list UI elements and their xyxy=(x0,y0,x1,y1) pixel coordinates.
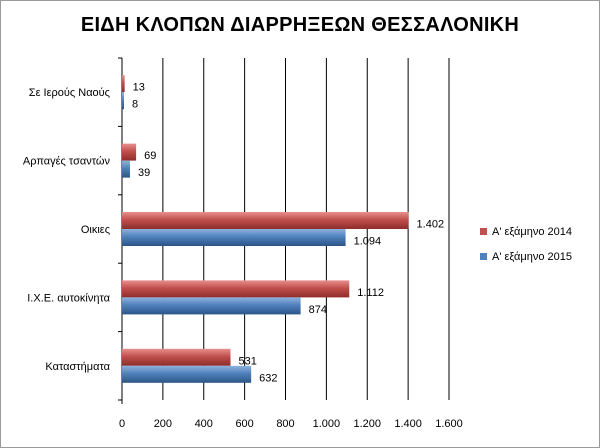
category-label: Αρπαγές τσαντών xyxy=(23,156,111,168)
data-label: 531 xyxy=(239,355,257,367)
bar xyxy=(122,297,301,315)
legend-swatch xyxy=(480,253,487,260)
bar xyxy=(122,92,124,110)
chart-title: ΕΙΔΗ ΚΛΟΠΩΝ ΔΙΑΡΡΗΞΕΩΝ ΘΕΣΣΑΛΟΝΙΚΗ xyxy=(80,14,520,36)
x-tick-label: 800 xyxy=(276,418,294,430)
category-label: Οικιες xyxy=(81,224,110,236)
x-tick-label: 400 xyxy=(195,418,213,430)
x-tick-label: 1.600 xyxy=(435,418,463,430)
x-tick-label: 1.200 xyxy=(353,418,381,430)
x-tick-label: 600 xyxy=(235,418,253,430)
data-label: 1.112 xyxy=(357,287,384,299)
data-label: 69 xyxy=(144,150,156,162)
category-label: Σε Ιερούς Ναούς xyxy=(29,87,110,99)
x-tick-label: 0 xyxy=(119,418,125,430)
bar xyxy=(122,348,231,366)
legend-label: Α' εξάμηνο 2014 xyxy=(492,226,572,238)
bar xyxy=(122,212,409,229)
data-label: 632 xyxy=(259,372,277,384)
legend-label: Α' εξάμηνο 2015 xyxy=(492,251,572,263)
data-label: 1.402 xyxy=(417,219,445,231)
x-tick-label: 200 xyxy=(154,418,172,430)
bar xyxy=(122,160,130,178)
bar xyxy=(122,280,350,298)
bar xyxy=(122,75,125,93)
category-label: Ι.Χ.Ε. αυτοκίνητα xyxy=(27,292,110,304)
bar xyxy=(122,143,137,161)
x-tick-label: 1.400 xyxy=(394,418,422,430)
x-tick-label: 1.000 xyxy=(313,418,341,430)
legend-swatch xyxy=(480,228,487,235)
bar xyxy=(122,229,346,246)
data-label: 8 xyxy=(132,99,138,111)
data-label: 874 xyxy=(309,304,327,316)
legend: Α' εξάμηνο 2014 Α' εξάμηνο 2015 xyxy=(480,226,572,263)
data-label: 39 xyxy=(138,167,150,179)
labels: 0 200 400 600 800 1.000 1.200 1.400 1.600 Σε Ιερο… xyxy=(23,82,463,430)
data-label: 1.094 xyxy=(354,236,382,248)
category-label: Καταστήματα xyxy=(45,361,110,373)
data-label: 13 xyxy=(133,82,145,94)
bar xyxy=(122,365,252,383)
bars xyxy=(122,75,409,383)
